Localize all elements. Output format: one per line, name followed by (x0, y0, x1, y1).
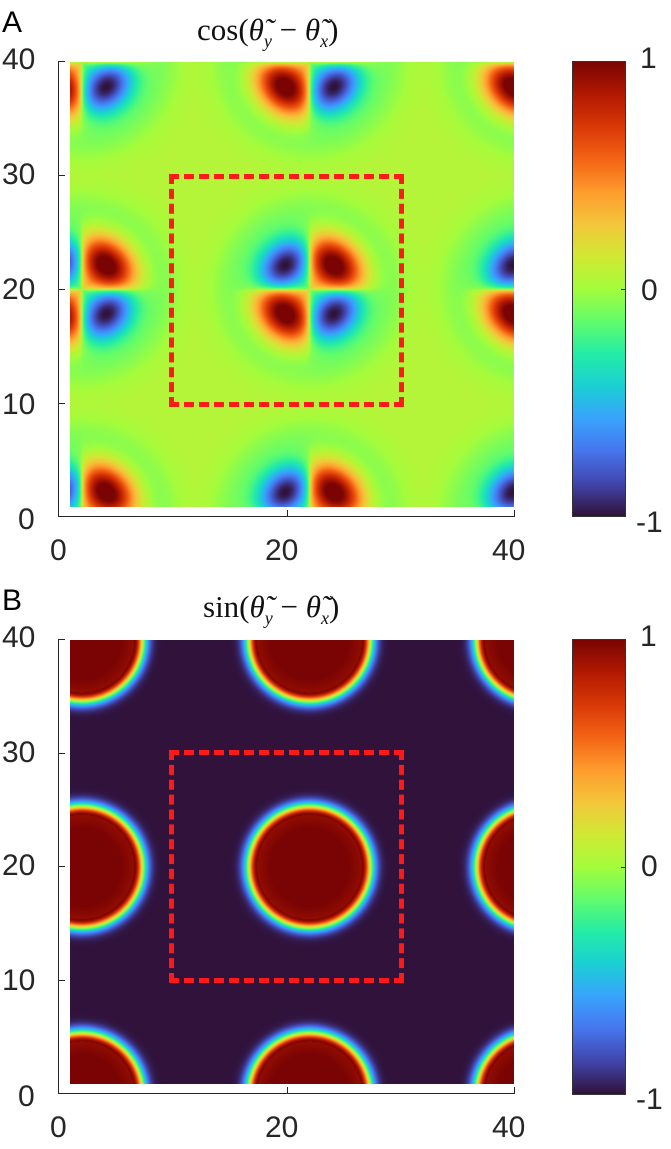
y-tick-label: 40 (2, 621, 36, 654)
y-tick-label: 0 (18, 503, 35, 536)
panel-a-highlight-box (169, 174, 404, 407)
y-tick-label: 0 (18, 1080, 35, 1113)
y-tick-label: 10 (2, 388, 36, 421)
panel-label-b: B (2, 584, 23, 617)
y-tick-label: 30 (2, 158, 36, 191)
x-tick-label: 0 (50, 1111, 67, 1144)
panel-b-axes (58, 639, 515, 1094)
panel-label-a: A (2, 6, 23, 39)
x-tick-label: 0 (50, 534, 67, 567)
panel-a-title: cos(θ̃y − θ̃x) (197, 12, 339, 52)
x-tick-label: 40 (492, 1111, 526, 1144)
x-tick-label: 20 (265, 534, 299, 567)
y-tick-label: 40 (2, 43, 36, 76)
panel-a-heatmap (70, 62, 514, 507)
panel-b-title: sin(θ̃y − θ̃x) (203, 589, 340, 629)
colorbar-tick-label: 0 (641, 274, 658, 307)
x-tick-label: 40 (492, 534, 526, 567)
y-tick-label: 20 (2, 273, 36, 306)
y-tick-label: 30 (2, 736, 36, 769)
panel-a-axes (58, 61, 515, 517)
panel-b-heatmap (70, 640, 514, 1084)
colorbar-tick-label: 1 (640, 620, 657, 653)
colorbar-tick-label: -1 (636, 1083, 663, 1116)
panel-b-highlight-box (169, 750, 404, 983)
y-tick-label: 20 (2, 849, 36, 882)
colorbar-tick-label: 0 (641, 850, 658, 883)
colorbar-tick-label: 1 (640, 42, 657, 75)
y-tick-label: 10 (2, 964, 36, 997)
panel-b-colorbar (572, 639, 626, 1095)
colorbar-tick-label: -1 (636, 506, 663, 539)
x-tick-label: 20 (265, 1111, 299, 1144)
panel-a-colorbar (572, 61, 626, 517)
